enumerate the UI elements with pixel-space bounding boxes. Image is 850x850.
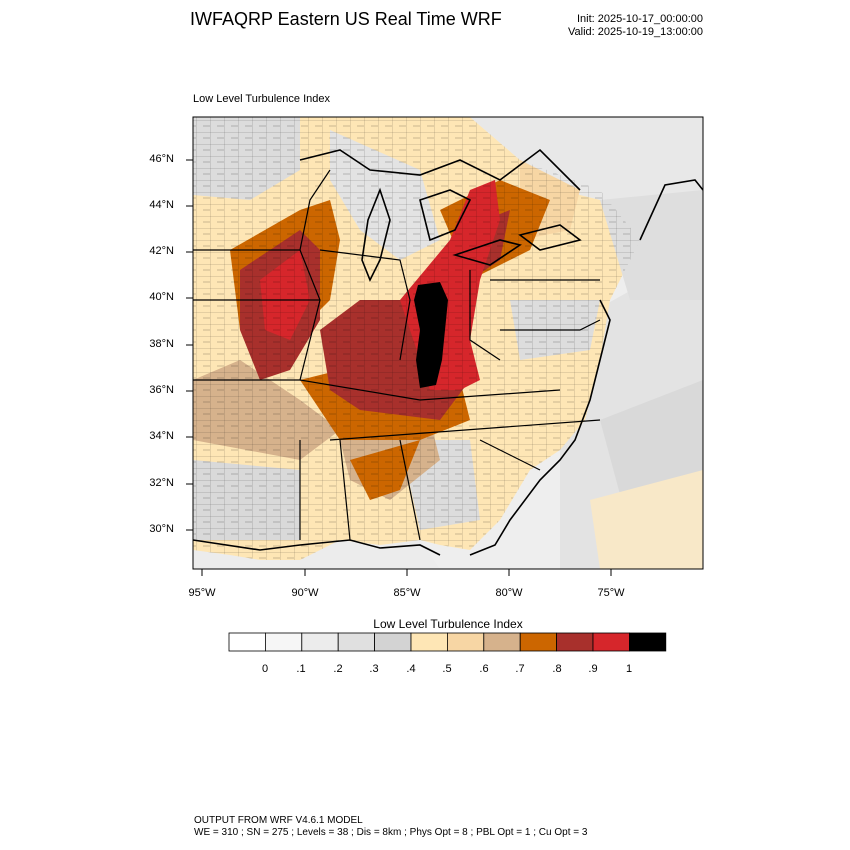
lat-label: 30°N — [149, 523, 174, 535]
colorbar-tick-label: .6 — [479, 663, 489, 675]
colorbar-tick-label: .7 — [515, 663, 525, 675]
colorbar-swatch — [556, 632, 594, 652]
colorbar-tick-label: 0 — [261, 663, 269, 675]
valid-time: Valid: 2025-10-19_13:00:00 — [568, 26, 703, 38]
footer-config: WE = 310 ; SN = 275 ; Levels = 38 ; Dis … — [194, 827, 588, 838]
colorbar-tick-label: .4 — [406, 663, 416, 675]
lon-label: 90°W — [291, 587, 319, 599]
init-time: Init: 2025-10-17_00:00:00 — [577, 13, 703, 25]
chart-title: IWFAQRP Eastern US Real Time WRF — [190, 9, 502, 29]
colorbar-swatch — [337, 632, 376, 652]
lat-label: 44°N — [149, 199, 174, 211]
colorbar-swatch — [410, 632, 448, 652]
state-borders — [193, 169, 601, 541]
lat-label: 46°N — [149, 153, 174, 165]
colorbar-tick-label: .5 — [442, 663, 452, 675]
colorbar-swatch — [446, 632, 485, 652]
colorbar-tick-label: 1 — [625, 663, 633, 675]
lon-label: 80°W — [495, 587, 523, 599]
lat-ticks — [186, 159, 193, 531]
coastlines — [193, 148, 703, 556]
lon-ticks — [201, 569, 612, 576]
colorbar-swatch — [629, 632, 667, 652]
lon-label: 75°W — [597, 587, 625, 599]
map-field — [193, 117, 703, 569]
colorbar-swatch — [483, 632, 521, 652]
colorbar-tick-label: .9 — [588, 663, 598, 675]
lat-label: 38°N — [149, 338, 174, 350]
lat-label: 42°N — [149, 245, 174, 257]
footer-model: OUTPUT FROM WRF V4.6.1 MODEL — [194, 815, 363, 826]
lat-label: 32°N — [149, 477, 174, 489]
colorbar-swatch — [228, 632, 266, 652]
lat-label: 40°N — [149, 291, 174, 303]
colorbar-tick-label: .8 — [552, 663, 562, 675]
colorbar-swatch — [374, 632, 412, 652]
colorbar-tick-label: .3 — [369, 663, 379, 675]
colorbar-swatch — [592, 632, 630, 652]
colorbar-title: Low Level Turbulence Index — [373, 617, 523, 631]
lat-label: 34°N — [149, 430, 174, 442]
lat-label: 36°N — [149, 384, 174, 396]
colorbar-tick-label: .2 — [333, 663, 343, 675]
colorbar-tick-label: .1 — [296, 663, 306, 675]
map-frame — [192, 116, 704, 570]
colorbar-swatch — [301, 632, 339, 652]
colorbar-swatch — [264, 632, 303, 652]
lon-label: 85°W — [393, 587, 421, 599]
colorbar-swatch — [519, 632, 558, 652]
field-label: Low Level Turbulence Index — [193, 93, 330, 105]
lon-label: 95°W — [188, 587, 216, 599]
